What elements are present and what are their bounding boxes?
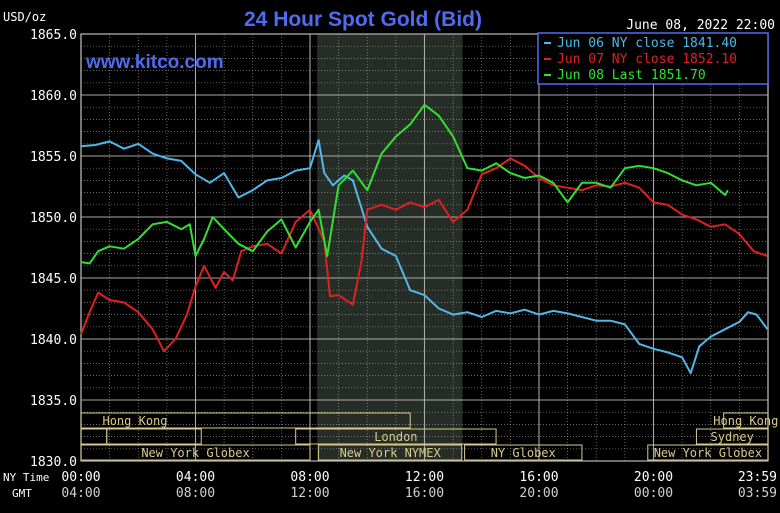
price-line [80, 157, 768, 353]
session-label: Sydney [711, 430, 754, 444]
session-label: New York Globex [654, 446, 762, 460]
x-axis-ticks: 00:0004:0004:0008:0008:0012:0012:0016:00… [61, 470, 777, 501]
brand-link[interactable]: www.kitco.com [85, 52, 224, 73]
x-tick-label-ny: 12:00 [405, 470, 444, 485]
legend-label: Jun 08 Last 1851.70 [557, 68, 706, 83]
y-tick-label: 1835.0 [30, 394, 77, 409]
chart-title: 24 Hour Spot Gold (Bid) [244, 8, 482, 31]
y-tick-label: 1860.0 [30, 89, 77, 104]
session-label: London [374, 430, 417, 444]
x-tick-label-gmt: 00:00 [634, 486, 673, 501]
session-box [80, 412, 411, 429]
session-label: NY Globex [491, 446, 556, 460]
ny-time-row-label: NY Time [3, 471, 49, 484]
x-tick-label-gmt: 03:59 [738, 486, 777, 501]
session-label: Hong Kong [102, 414, 167, 428]
price-series [80, 103, 769, 375]
session-box [647, 444, 769, 461]
x-tick-label-gmt: 16:00 [405, 486, 444, 501]
session-box [464, 444, 583, 461]
x-tick-label-ny: 04:00 [176, 470, 215, 485]
x-tick-label-gmt: 04:00 [61, 486, 100, 501]
y-tick-label: 1850.0 [30, 211, 77, 226]
x-tick-label-ny: 23:59 [738, 470, 777, 485]
x-tick-label-ny: 08:00 [290, 470, 329, 485]
session-box [295, 428, 497, 445]
session-box [695, 428, 769, 445]
y-tick-label: 1855.0 [30, 150, 77, 165]
session-box [318, 444, 463, 461]
y-axis-ticks: 1830.0 1835.0 1840.0 1845.0 1850.0 1855.0 1860… [30, 28, 77, 470]
plot-border [80, 33, 769, 462]
x-tick-label-ny: 00:00 [61, 470, 100, 485]
y-tick-label: 1845.0 [30, 272, 77, 287]
y-tick-label: 1830.0 [30, 455, 77, 470]
x-tick-label-gmt: 20:00 [519, 486, 558, 501]
session-box [80, 444, 311, 461]
x-tick-label-gmt: 08:00 [176, 486, 215, 501]
gmt-row-label: GMT [12, 487, 32, 500]
timestamp: June 08, 2022 22:00 [626, 18, 775, 33]
x-tick-label-gmt: 12:00 [290, 486, 329, 501]
x-tick-label-ny: 20:00 [634, 470, 673, 485]
shaded-session-band [317, 34, 463, 461]
session-label: New York Globex [141, 446, 249, 460]
y-tick-label: 1840.0 [30, 333, 77, 348]
legend-label: Jun 07 NY close 1852.10 [557, 52, 737, 67]
session-box [723, 412, 769, 429]
price-line [80, 103, 729, 265]
session-label: New York NYMEX [340, 446, 442, 460]
legend-box [537, 32, 769, 85]
y-unit-label: USD/oz [3, 10, 46, 24]
price-line [80, 139, 769, 375]
trading-sessions: Hong Kong Hong Kong London Sydney New York G… [80, 412, 778, 461]
y-tick-label: 1865.0 [30, 28, 77, 43]
session-label: Hong Kong [713, 414, 778, 428]
x-tick-label-ny: 16:00 [519, 470, 558, 485]
session-box-empty [106, 428, 202, 445]
legend-label: Jun 06 NY close 1841.40 [557, 36, 737, 51]
